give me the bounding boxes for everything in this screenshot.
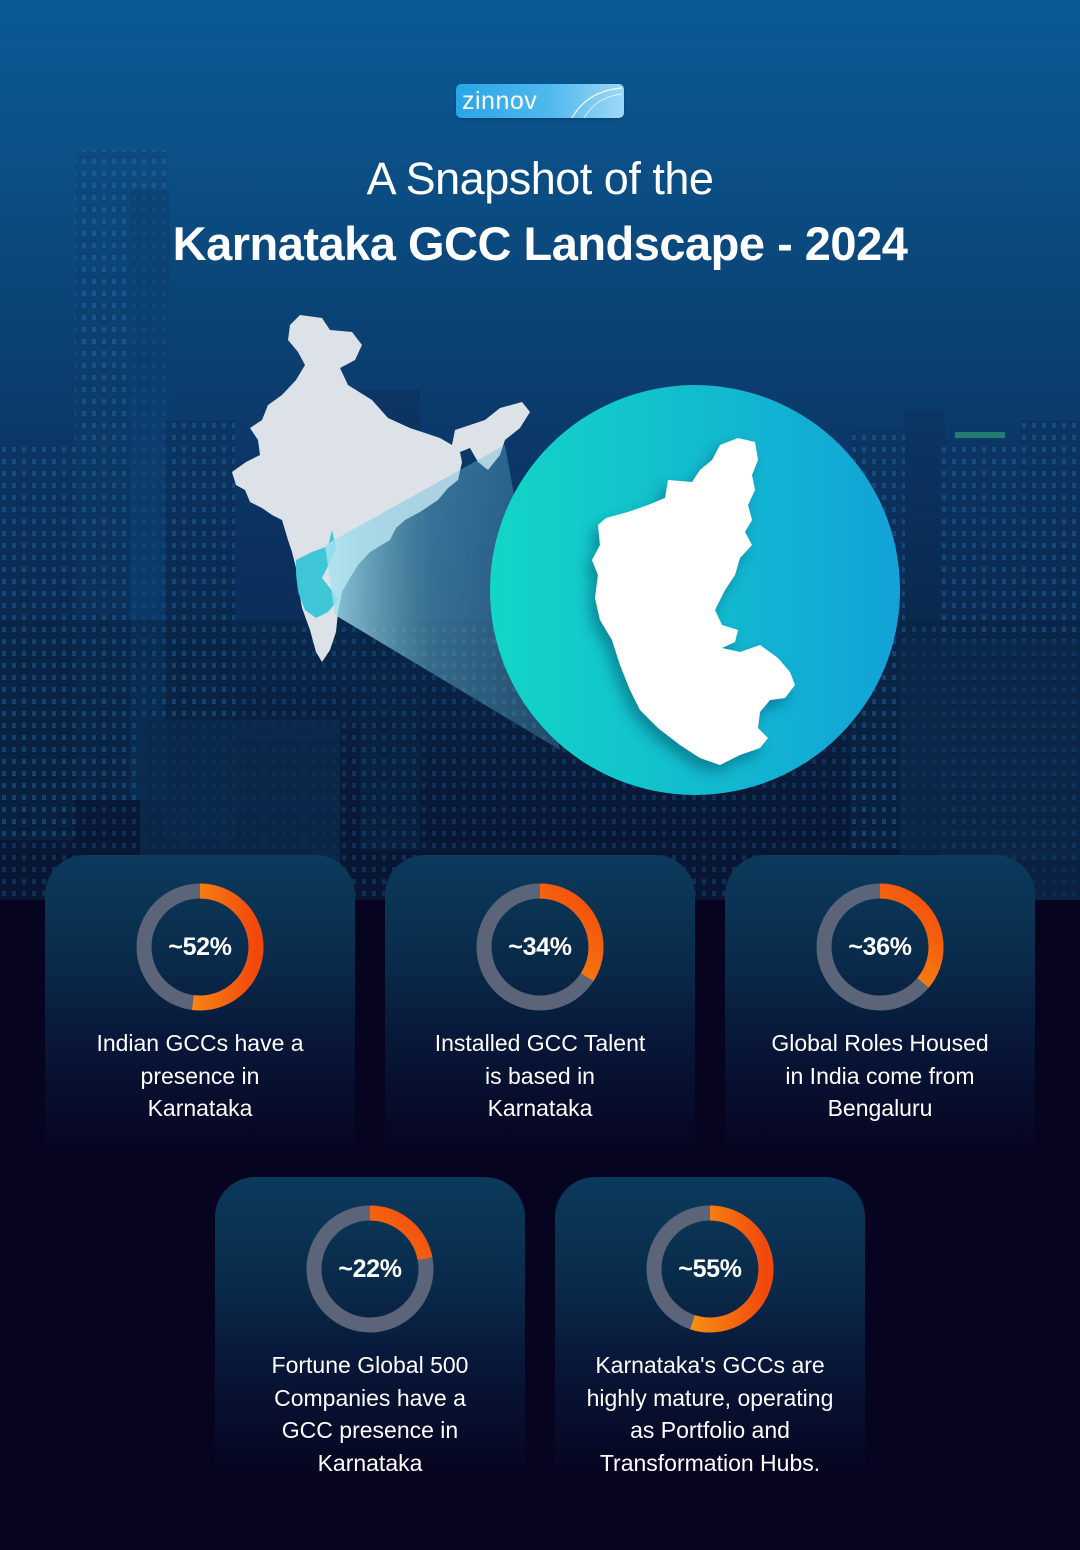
stat-description: Indian GCCs have a presence in Karnataka [45, 1027, 355, 1125]
title-line-2: Karnataka GCC Landscape - 2024 [172, 217, 908, 270]
desc-line: Fortune Global 500 [271, 1352, 469, 1378]
stat-description: Installed GCC Talent is based in Karnata… [385, 1027, 695, 1125]
desc-line: highly mature, operating [586, 1384, 834, 1411]
desc-line: is based in [485, 1062, 595, 1089]
desc-line: Karnataka [487, 1095, 593, 1121]
desc-line: Indian GCCs have a [96, 1030, 304, 1056]
title-line-1: A Snapshot of the [366, 153, 714, 204]
desc-line: Karnataka [147, 1095, 253, 1121]
desc-line: presence in [140, 1062, 260, 1089]
zinnov-logo: zinnov [456, 84, 624, 118]
logo-text: zinnov [462, 87, 538, 115]
desc-line: as Portfolio and [630, 1417, 790, 1443]
donut-gauge-icon [136, 883, 264, 1011]
donut-gauge-icon [816, 883, 944, 1011]
donut-gauge-icon [646, 1205, 774, 1333]
stat-card-global-roles: ~36% Global Roles Housed in India come f… [725, 855, 1035, 1155]
stat-value: ~22% [338, 1254, 402, 1283]
desc-line: Global Roles Housed [771, 1030, 989, 1056]
logo-swoosh-icon [571, 87, 623, 118]
stat-value: ~34% [508, 932, 572, 961]
stat-card-gcc-presence: ~52% Indian GCCs have a presence in Karn… [45, 855, 355, 1155]
stat-card-fortune-500: ~22% Fortune Global 500 Companies have a… [215, 1177, 525, 1477]
desc-line: Installed GCC Talent [434, 1030, 646, 1056]
stat-description: Fortune Global 500 Companies have a GCC … [215, 1349, 525, 1479]
desc-line: Transformation Hubs. [599, 1449, 821, 1476]
stat-value: ~52% [168, 932, 232, 961]
hero-banner: zinnov A Snapshot of the Karnataka GCC L… [0, 0, 1080, 900]
zoom-beam [325, 445, 560, 750]
stat-value: ~36% [848, 932, 912, 961]
india-karnataka-map [232, 315, 900, 795]
stat-card-installed-talent: ~34% Installed GCC Talent is based in Ka… [385, 855, 695, 1155]
stat-value: ~55% [678, 1254, 742, 1283]
karnataka-zoomed-shape [592, 438, 795, 765]
stat-card-gcc-maturity: ~55% Karnataka's GCCs are highly mature,… [555, 1177, 865, 1477]
desc-line: in India come from [785, 1062, 975, 1089]
desc-line: Karnataka's GCCs are [595, 1352, 825, 1378]
desc-line: Karnataka [317, 1449, 423, 1476]
donut-gauge-icon [306, 1205, 434, 1333]
stat-description: Karnataka's GCCs are highly mature, oper… [555, 1349, 865, 1479]
donut-gauge-icon [476, 883, 604, 1011]
desc-line: Companies have a [274, 1384, 466, 1411]
stat-description: Global Roles Housed in India come from B… [725, 1027, 1035, 1125]
desc-line: GCC presence in [281, 1417, 459, 1443]
desc-line: Bengaluru [827, 1095, 933, 1121]
